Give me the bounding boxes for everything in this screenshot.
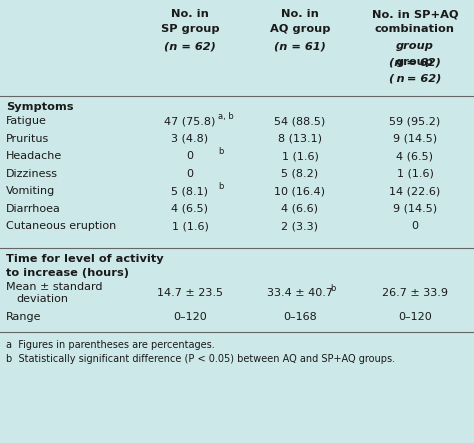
Text: group: group: [396, 41, 434, 51]
Text: 2 (3.3): 2 (3.3): [282, 221, 319, 231]
Text: Mean ± standard: Mean ± standard: [6, 283, 102, 292]
Text: 1 (1.6): 1 (1.6): [397, 168, 433, 179]
Text: 14.7 ± 23.5: 14.7 ± 23.5: [157, 288, 223, 299]
Text: Headache: Headache: [6, 151, 62, 161]
Text: Symptoms: Symptoms: [6, 102, 73, 112]
Text: 3 (4.8): 3 (4.8): [172, 133, 209, 144]
Text: Cutaneous eruption: Cutaneous eruption: [6, 221, 116, 231]
Text: b: b: [218, 182, 223, 190]
Text: b: b: [330, 284, 336, 293]
Text: Pruritus: Pruritus: [6, 133, 49, 144]
Text: to increase (hours): to increase (hours): [6, 268, 129, 277]
Text: 0: 0: [186, 168, 193, 179]
Text: 0–168: 0–168: [283, 312, 317, 323]
Text: 4 (6.5): 4 (6.5): [396, 151, 434, 161]
Text: No. in: No. in: [171, 9, 209, 19]
Text: b: b: [218, 147, 223, 155]
Text: 5 (8.2): 5 (8.2): [282, 168, 319, 179]
Text: 10 (16.4): 10 (16.4): [274, 186, 326, 196]
Text: group: group: [396, 57, 434, 67]
Text: (n = 61): (n = 61): [274, 41, 326, 51]
Text: Fatigue: Fatigue: [6, 116, 47, 126]
Text: 9 (14.5): 9 (14.5): [393, 133, 437, 144]
Text: 1 (1.6): 1 (1.6): [282, 151, 319, 161]
Text: Diarrhoea: Diarrhoea: [6, 203, 61, 214]
Text: (n = 62): (n = 62): [389, 57, 441, 67]
Text: 0–120: 0–120: [398, 312, 432, 323]
Text: 1 (1.6): 1 (1.6): [172, 221, 209, 231]
Text: 54 (88.5): 54 (88.5): [274, 116, 326, 126]
Text: combination: combination: [375, 24, 455, 34]
Text: 4 (6.6): 4 (6.6): [282, 203, 319, 214]
Text: No. in: No. in: [281, 9, 319, 19]
Text: ( n = 62): ( n = 62): [389, 73, 441, 83]
Text: 8 (13.1): 8 (13.1): [278, 133, 322, 144]
Text: 4 (6.5): 4 (6.5): [172, 203, 209, 214]
Text: 14 (22.6): 14 (22.6): [389, 186, 441, 196]
Text: 0: 0: [186, 151, 193, 161]
Text: Time for level of activity: Time for level of activity: [6, 254, 164, 264]
Text: AQ group: AQ group: [270, 24, 330, 34]
Text: (n = 62): (n = 62): [164, 41, 216, 51]
Text: b  Statistically significant difference (P < 0.05) between AQ and SP+AQ groups.: b Statistically significant difference (…: [6, 354, 395, 364]
Text: 0: 0: [411, 221, 419, 231]
Text: 9 (14.5): 9 (14.5): [393, 203, 437, 214]
Text: deviation: deviation: [16, 295, 68, 304]
Text: Vomiting: Vomiting: [6, 186, 55, 196]
Text: No. in SP+AQ: No. in SP+AQ: [372, 9, 458, 19]
Text: 0–120: 0–120: [173, 312, 207, 323]
Text: 47 (75.8): 47 (75.8): [164, 116, 216, 126]
Text: a  Figures in parentheses are percentages.: a Figures in parentheses are percentages…: [6, 341, 215, 350]
Text: 33.4 ± 40.7: 33.4 ± 40.7: [267, 288, 333, 299]
Text: 59 (95.2): 59 (95.2): [389, 116, 441, 126]
Text: Range: Range: [6, 312, 42, 323]
Text: 5 (8.1): 5 (8.1): [172, 186, 209, 196]
Text: 26.7 ± 33.9: 26.7 ± 33.9: [382, 288, 448, 299]
Text: a, b: a, b: [218, 112, 234, 120]
Text: SP group: SP group: [161, 24, 219, 34]
Text: Dizziness: Dizziness: [6, 168, 58, 179]
